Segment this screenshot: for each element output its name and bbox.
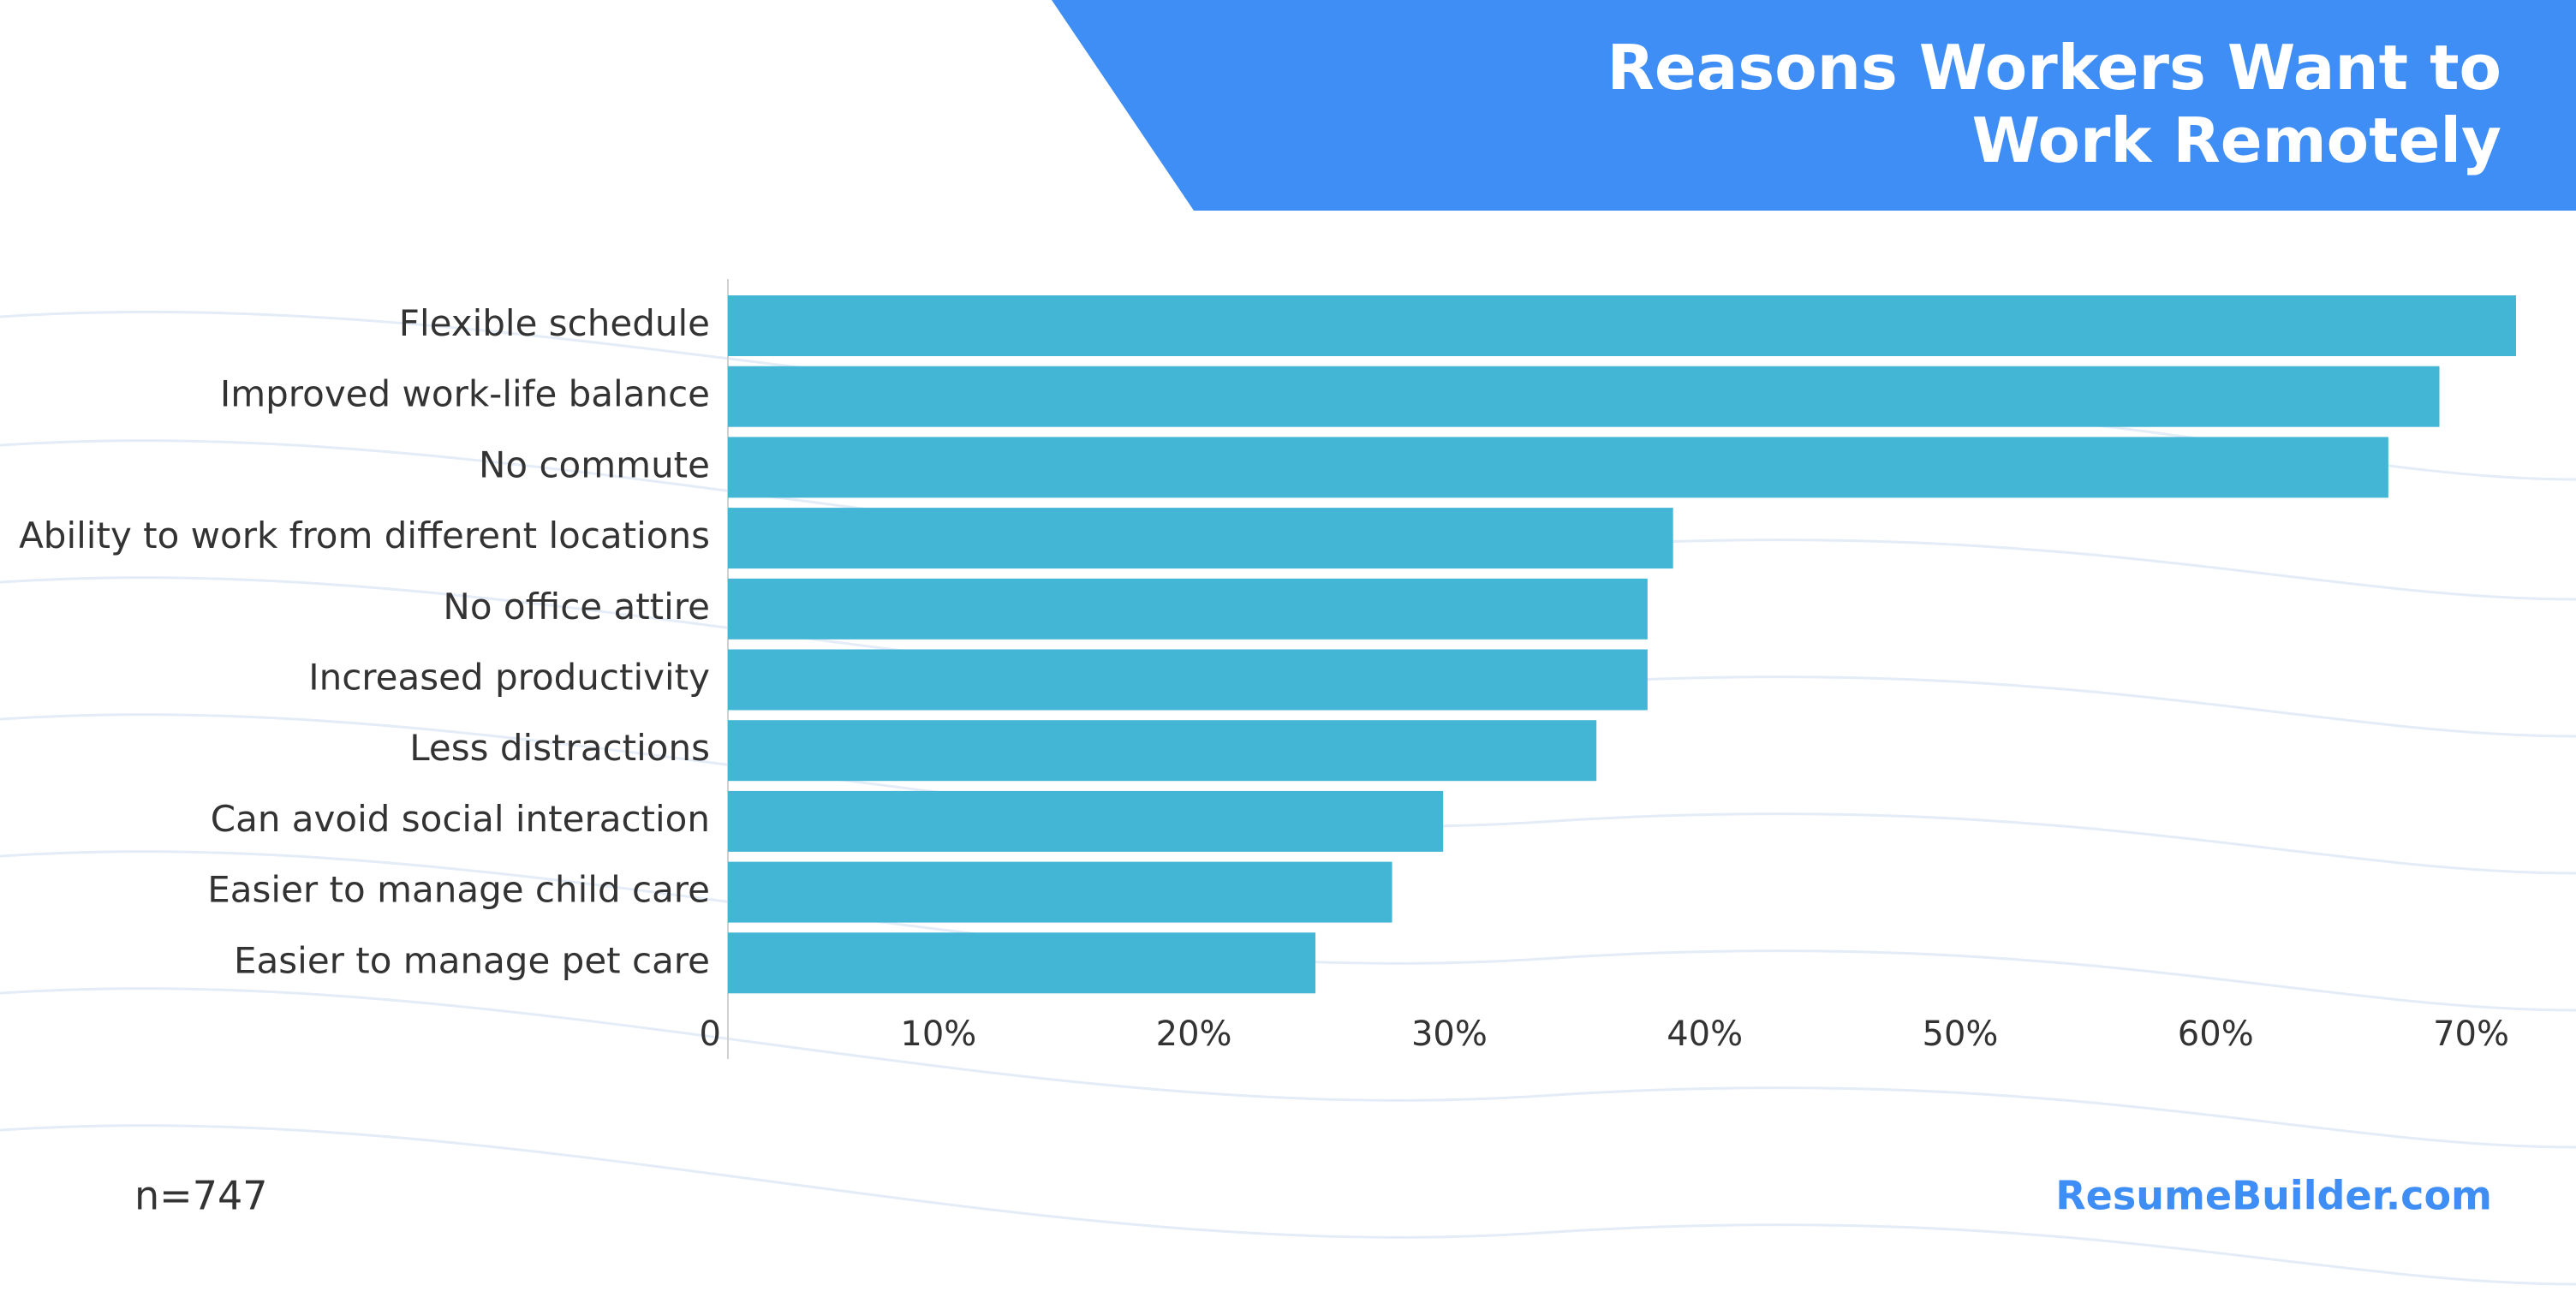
x-tick-label: 10%: [900, 1015, 976, 1054]
x-tick-label: 20%: [1156, 1015, 1232, 1054]
bar: [728, 295, 2516, 356]
y-tick-label: Can avoid social interaction: [211, 798, 710, 840]
bar: [728, 649, 1648, 711]
y-tick-label: No office attire: [443, 586, 710, 628]
chart-title: Reasons Workers Want to Work Remotely: [1607, 32, 2501, 176]
x-tick-label: 60%: [2178, 1015, 2254, 1054]
y-tick-label: Increased productivity: [308, 657, 710, 699]
bar: [728, 932, 1316, 994]
sample-note: n=747: [134, 1173, 268, 1219]
y-tick-label: Easier to manage child care: [207, 869, 710, 911]
bar: [728, 366, 2440, 427]
bar: [728, 578, 1648, 640]
bar: [728, 790, 1444, 852]
source: ResumeBuilder.com: [2055, 1173, 2492, 1219]
x-tick-label: 40%: [1667, 1015, 1743, 1054]
bar: [728, 720, 1597, 782]
title-banner: [1052, 0, 2576, 211]
bar: [728, 861, 1392, 923]
x-tick-label: 30%: [1411, 1015, 1488, 1054]
y-tick-label: Ability to work from different locations: [19, 515, 710, 556]
bar: [728, 437, 2388, 498]
x-tick-label: 70%: [2433, 1015, 2509, 1054]
y-tick-label: Less distractions: [409, 727, 710, 769]
y-tick-label: Improved work-life balance: [220, 373, 710, 415]
bar: [728, 508, 1673, 569]
x-tick-label: 0: [700, 1015, 721, 1054]
y-tick-label: Flexible schedule: [399, 302, 710, 344]
x-tick-label: 50%: [1923, 1015, 1999, 1054]
y-tick-label: No commute: [479, 443, 710, 485]
y-tick-label: Easier to manage pet care: [234, 939, 710, 981]
